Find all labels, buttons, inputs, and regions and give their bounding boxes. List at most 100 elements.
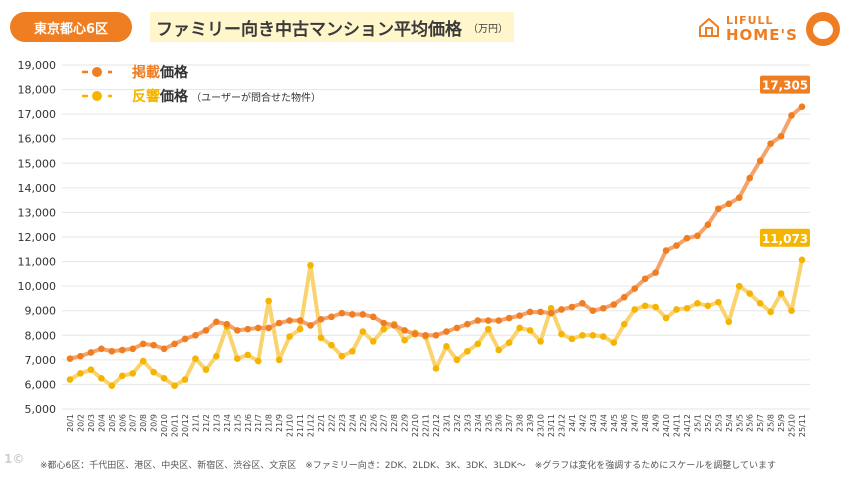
x-tick-label: 22/5	[359, 414, 368, 432]
x-tick-label: 20/11	[171, 414, 180, 437]
series-line	[68, 104, 804, 361]
x-tick-label: 24/5	[610, 414, 619, 432]
data-point	[254, 324, 262, 332]
data-point	[338, 309, 346, 317]
x-tick-label: 23/3	[463, 414, 472, 432]
data-point	[641, 275, 649, 283]
data-point	[234, 327, 241, 334]
x-tick-label: 23/9	[526, 414, 535, 432]
data-point	[359, 311, 367, 318]
y-tick-label: 8,000	[25, 329, 57, 342]
x-tick-label: 22/11	[422, 414, 431, 437]
chart-title-text: ファミリー向き中古マンション平均価格	[156, 19, 462, 40]
y-tick-label: 7,000	[25, 354, 57, 367]
x-tick-label: 25/8	[767, 414, 776, 432]
data-point	[788, 307, 795, 315]
legend-label-suffix: 価格	[159, 64, 189, 81]
x-tick-label: 24/4	[599, 414, 608, 432]
x-tick-label: 22/3	[338, 414, 347, 432]
data-point	[275, 319, 283, 327]
x-tick-label: 21/11	[296, 414, 305, 437]
logo-line1: LIFULL	[726, 14, 774, 27]
data-point	[77, 352, 84, 360]
x-tick-label: 24/6	[620, 414, 629, 432]
x-tick-label: 23/2	[453, 414, 462, 432]
data-point	[254, 357, 262, 365]
x-tick-label: 20/5	[108, 414, 117, 432]
data-point	[589, 331, 597, 339]
x-tick-label: 24/7	[631, 414, 640, 432]
x-tick-label: 20/12	[181, 414, 190, 437]
x-tick-label: 23/8	[516, 414, 525, 432]
legend-label-suffix: 価格	[159, 88, 189, 105]
data-point	[150, 368, 157, 376]
data-point	[317, 316, 325, 323]
y-tick-label: 5,000	[25, 403, 57, 416]
data-point	[537, 308, 544, 316]
x-tick-label: 22/4	[348, 414, 357, 432]
mascot-face-icon	[813, 21, 833, 39]
x-tick-label: 20/10	[160, 414, 169, 437]
x-tick-label: 23/10	[537, 414, 546, 437]
data-point	[620, 293, 628, 301]
legend-label: 掲載価格	[132, 64, 189, 81]
data-point	[401, 336, 408, 344]
x-tick-label: 20/3	[87, 414, 96, 432]
data-point	[349, 347, 356, 355]
data-point	[704, 221, 712, 229]
data-point	[275, 356, 283, 364]
data-point	[77, 370, 84, 377]
data-point	[139, 340, 147, 348]
y-tick-label: 12,000	[18, 231, 57, 244]
data-point	[87, 349, 95, 356]
x-tick-label: 21/12	[307, 414, 316, 437]
legend-label-main: 反響	[132, 88, 160, 105]
data-point	[558, 306, 565, 313]
data-point	[798, 256, 806, 264]
data-point	[66, 355, 74, 362]
data-point	[234, 355, 241, 362]
data-point	[526, 327, 534, 334]
data-point	[798, 103, 806, 110]
data-point	[516, 312, 523, 319]
data-point	[328, 313, 335, 321]
data-point	[181, 335, 189, 343]
data-point	[547, 309, 555, 317]
data-point	[474, 340, 482, 348]
data-point	[788, 112, 795, 119]
data-point	[600, 333, 607, 340]
data-point	[610, 339, 618, 346]
watermark-logo: 1©	[4, 452, 25, 466]
data-point	[505, 339, 513, 346]
x-tick-label: 23/11	[547, 414, 556, 437]
x-tick-label: 21/5	[233, 414, 242, 432]
data-point	[725, 318, 733, 326]
data-point	[443, 328, 450, 335]
data-point	[746, 174, 754, 182]
data-point	[558, 330, 565, 338]
data-point	[464, 320, 471, 328]
data-point	[87, 366, 95, 373]
data-point	[160, 345, 168, 353]
y-tick-label: 10,000	[18, 280, 57, 293]
x-tick-label: 25/1	[693, 414, 702, 432]
legend-label: 反響価格 （ユーザーが問合せた物件）	[132, 88, 321, 105]
data-point	[694, 232, 701, 240]
data-point	[484, 325, 492, 333]
x-tick-label: 24/10	[662, 414, 671, 437]
y-tick-label: 16,000	[18, 133, 57, 146]
data-point	[537, 338, 544, 345]
data-point	[66, 376, 74, 383]
x-tick-label: 21/6	[244, 414, 253, 432]
data-point	[673, 306, 680, 313]
data-point	[171, 382, 178, 389]
x-tick-label: 21/8	[265, 414, 274, 432]
data-point	[652, 269, 659, 276]
data-point	[213, 318, 220, 326]
x-tick-label: 23/4	[474, 414, 483, 432]
data-point	[380, 319, 388, 327]
x-tick-label: 25/2	[704, 414, 713, 432]
data-point	[704, 302, 712, 310]
data-point	[683, 304, 691, 312]
x-tick-label: 21/3	[212, 414, 221, 432]
